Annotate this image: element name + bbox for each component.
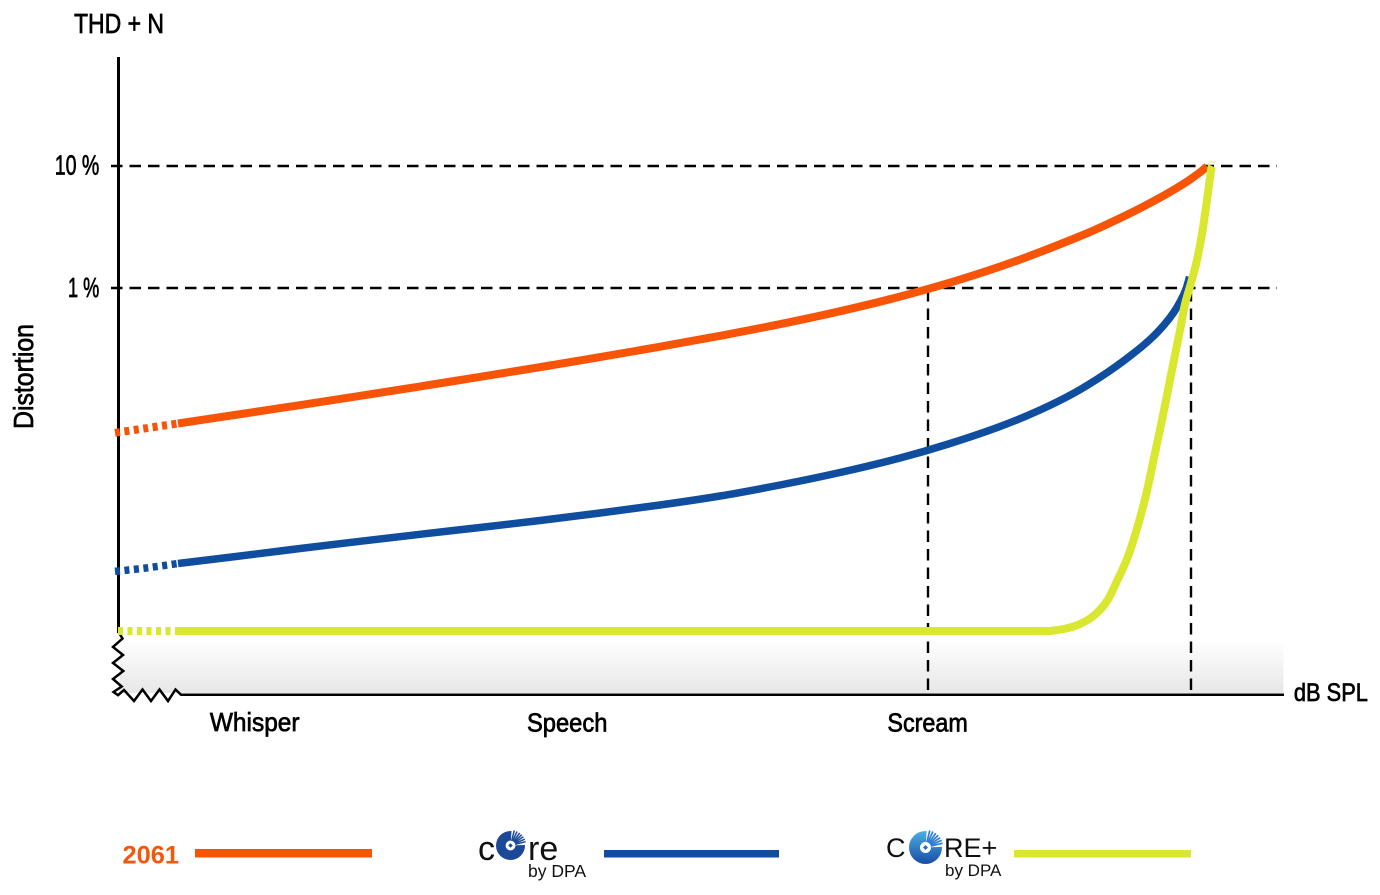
svg-text:Distortion: Distortion bbox=[8, 324, 39, 429]
svg-text:RE+: RE+ bbox=[944, 833, 997, 863]
svg-text:THD + N: THD + N bbox=[74, 8, 164, 39]
svg-text:Speech: Speech bbox=[527, 708, 607, 738]
svg-text:dB SPL: dB SPL bbox=[1294, 679, 1368, 707]
svg-text:1 %: 1 % bbox=[68, 272, 99, 303]
svg-text:by DPA: by DPA bbox=[945, 861, 1002, 880]
svg-text:by DPA: by DPA bbox=[528, 861, 586, 881]
svg-text:Whisper: Whisper bbox=[210, 707, 300, 737]
svg-text:10 %: 10 % bbox=[55, 149, 100, 180]
svg-text:c: c bbox=[478, 830, 495, 868]
svg-text:Scream: Scream bbox=[887, 708, 967, 738]
svg-text:re: re bbox=[528, 830, 558, 868]
svg-text:2061: 2061 bbox=[123, 842, 179, 870]
svg-text:C: C bbox=[886, 833, 906, 863]
